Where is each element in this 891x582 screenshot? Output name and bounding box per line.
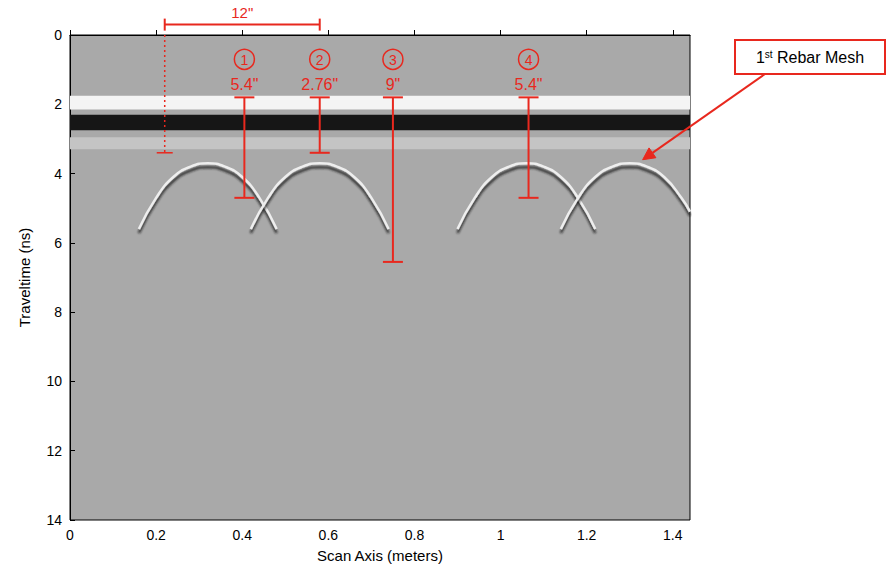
svg-text:12: 12	[46, 443, 62, 459]
svg-text:0.4: 0.4	[232, 527, 252, 543]
svg-text:Traveltime (ns): Traveltime (ns)	[16, 228, 33, 327]
svg-text:1.4: 1.4	[663, 527, 683, 543]
svg-text:14: 14	[46, 512, 62, 528]
svg-text:2.76": 2.76"	[301, 76, 338, 93]
svg-text:1: 1	[756, 49, 765, 66]
svg-text:st: st	[764, 48, 773, 60]
svg-text:0.6: 0.6	[319, 527, 339, 543]
svg-text:2: 2	[54, 96, 62, 112]
svg-text:1: 1	[240, 52, 248, 68]
svg-text:0.2: 0.2	[146, 527, 166, 543]
svg-text:8: 8	[54, 304, 62, 320]
svg-text:6: 6	[54, 235, 62, 251]
svg-text:0.8: 0.8	[405, 527, 425, 543]
svg-text:12": 12"	[231, 4, 253, 21]
svg-text:10: 10	[46, 373, 62, 389]
svg-text:4: 4	[54, 166, 62, 182]
svg-text:4: 4	[525, 52, 533, 68]
svg-text:1: 1	[497, 527, 505, 543]
svg-text:9": 9"	[386, 76, 401, 93]
svg-text:2: 2	[316, 52, 324, 68]
svg-text:5.4": 5.4"	[515, 76, 543, 93]
svg-text:0: 0	[66, 527, 74, 543]
svg-text:5.4": 5.4"	[230, 76, 258, 93]
svg-text:0: 0	[54, 27, 62, 43]
svg-text:3: 3	[389, 52, 397, 68]
svg-text:Rebar Mesh: Rebar Mesh	[773, 49, 865, 66]
svg-text:1.2: 1.2	[577, 527, 597, 543]
svg-text:Scan Axis (meters): Scan Axis (meters)	[317, 547, 443, 564]
